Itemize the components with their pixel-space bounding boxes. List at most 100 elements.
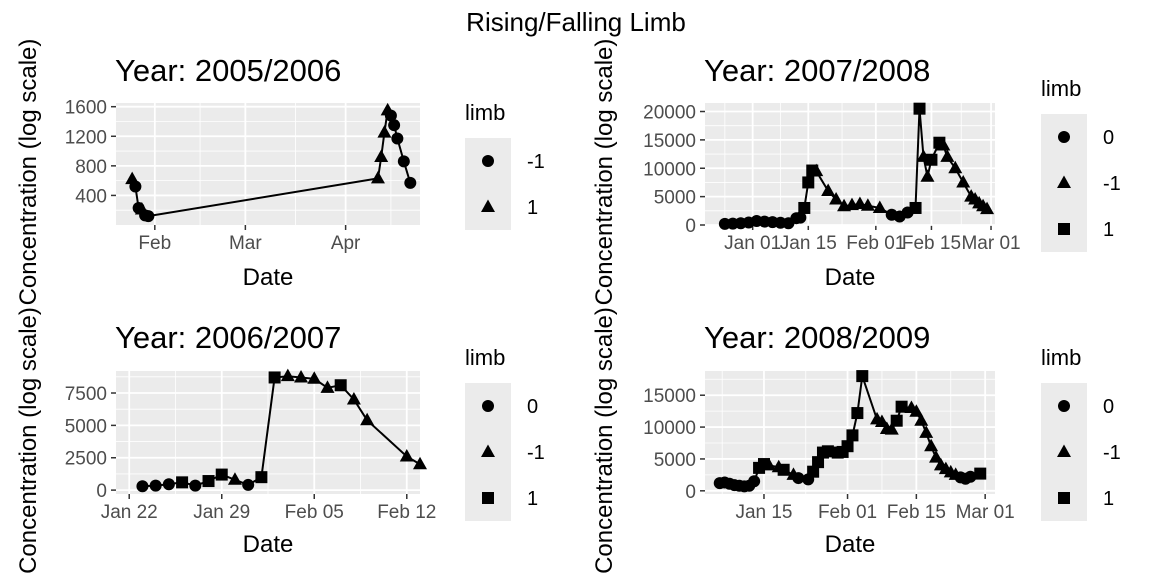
data-point — [268, 371, 281, 384]
x-tick-label: Mar 01 — [961, 233, 1020, 254]
data-point — [809, 163, 824, 177]
data-point — [404, 176, 417, 189]
data-point — [307, 371, 322, 384]
data-point — [176, 476, 189, 489]
data-point — [936, 138, 951, 151]
y-axis-title: Concentration (log scale) — [15, 39, 42, 306]
legend-label: 1 — [527, 197, 538, 219]
legend-key-square — [1058, 223, 1070, 235]
data-point — [320, 380, 335, 393]
legend-title: limb — [465, 100, 505, 125]
data-point — [909, 201, 922, 214]
data-point — [890, 414, 903, 427]
data-point — [964, 470, 977, 483]
y-tick-label: 15000 — [643, 131, 696, 152]
legend: limb -1 1 — [465, 100, 545, 230]
data-point — [346, 391, 361, 405]
panel-3: Jan 15 Feb 01 Feb 15 Mar 01 0 5000 10000 15000 Y… — [591, 307, 1121, 574]
data-point — [874, 414, 889, 427]
data-point — [294, 369, 309, 383]
legend-label: 0 — [1103, 127, 1114, 149]
legend-key-background — [465, 138, 511, 230]
legend-key-circle — [482, 400, 494, 412]
x-tick-label: Jan 22 — [101, 502, 158, 523]
x-tick-label: Apr — [331, 233, 361, 254]
legend-label: 1 — [527, 488, 538, 510]
panel-title: Year: 2006/2007 — [115, 320, 341, 355]
data-point — [202, 475, 215, 488]
data-point — [821, 183, 836, 196]
data-point — [792, 472, 805, 485]
panel-background — [116, 103, 420, 225]
x-tick-label: Jan 15 — [780, 233, 837, 254]
x-axis-title: Date — [825, 531, 876, 558]
x-tick-label: Feb — [138, 233, 171, 254]
data-point — [948, 160, 963, 174]
y-tick-label: 2500 — [65, 449, 107, 470]
data-point — [909, 404, 924, 417]
legend-label: 0 — [527, 396, 538, 418]
legend-label: -1 — [1103, 442, 1121, 464]
legend-label: 0 — [1103, 396, 1114, 418]
data-point — [851, 407, 864, 420]
legend-title: limb — [1041, 76, 1081, 101]
data-point — [162, 478, 175, 491]
data-point — [384, 109, 397, 122]
x-tick-label: Feb 01 — [818, 502, 877, 523]
data-point — [227, 472, 242, 485]
x-axis-title: Date — [243, 531, 294, 558]
data-point — [802, 176, 815, 189]
legend-key-triangle — [481, 444, 495, 457]
y-tick-label: 10000 — [643, 159, 696, 180]
panel-title: Year: 2008/2009 — [704, 320, 930, 355]
panels-container: Feb Mar Apr 400 800 1200 1600 Year: 2005/2006 Da… — [15, 39, 1121, 574]
data-point — [872, 200, 887, 213]
panel-title: Year: 2007/2008 — [704, 53, 930, 88]
x-tick-label: Jan 15 — [735, 502, 792, 523]
y-axis-title: Concentration (log scale) — [591, 307, 618, 574]
chart-main-title: Rising/Falling Limb — [466, 7, 686, 37]
data-point — [360, 412, 375, 426]
legend-label: -1 — [1103, 173, 1121, 195]
legend-title: limb — [1041, 345, 1081, 370]
legend-key-triangle — [481, 199, 495, 212]
data-point — [821, 445, 834, 458]
data-point — [920, 169, 935, 182]
data-point — [399, 448, 414, 462]
panel-title: Year: 2005/2006 — [115, 53, 341, 88]
data-point — [255, 471, 268, 484]
data-point — [925, 153, 938, 166]
y-tick-label: 0 — [685, 216, 696, 237]
data-point — [812, 456, 825, 469]
data-point — [852, 196, 867, 210]
legend-key-triangle — [1057, 444, 1071, 457]
x-tick-label: Feb 15 — [887, 502, 946, 523]
data-point — [377, 125, 392, 138]
y-tick-label: 0 — [685, 482, 696, 503]
legend-key-circle — [1058, 400, 1070, 412]
data-point — [807, 465, 820, 478]
data-point — [884, 422, 899, 435]
legend: limb 0 -1 1 — [1041, 76, 1121, 252]
y-tick-label: 5000 — [65, 416, 107, 437]
y-tick-label: 7500 — [65, 384, 107, 405]
data-point — [974, 467, 987, 480]
data-point — [149, 479, 162, 492]
x-axis-title: Date — [243, 264, 294, 291]
data-point — [374, 149, 389, 162]
legend-key-circle — [482, 155, 494, 167]
data-point — [280, 368, 295, 382]
y-tick-label: 5000 — [654, 450, 696, 471]
data-point — [919, 425, 934, 438]
x-tick-label: Jan 29 — [193, 502, 250, 523]
y-axis-title: Concentration (log scale) — [15, 307, 42, 574]
data-point — [798, 201, 811, 214]
data-point — [748, 475, 761, 488]
data-point — [856, 370, 869, 383]
data-point — [215, 468, 228, 481]
x-tick-label: Jan 01 — [724, 233, 781, 254]
x-tick-label: Mar 01 — [956, 502, 1015, 523]
y-tick-label: 5000 — [654, 188, 696, 209]
y-tick-label: 400 — [75, 186, 107, 207]
